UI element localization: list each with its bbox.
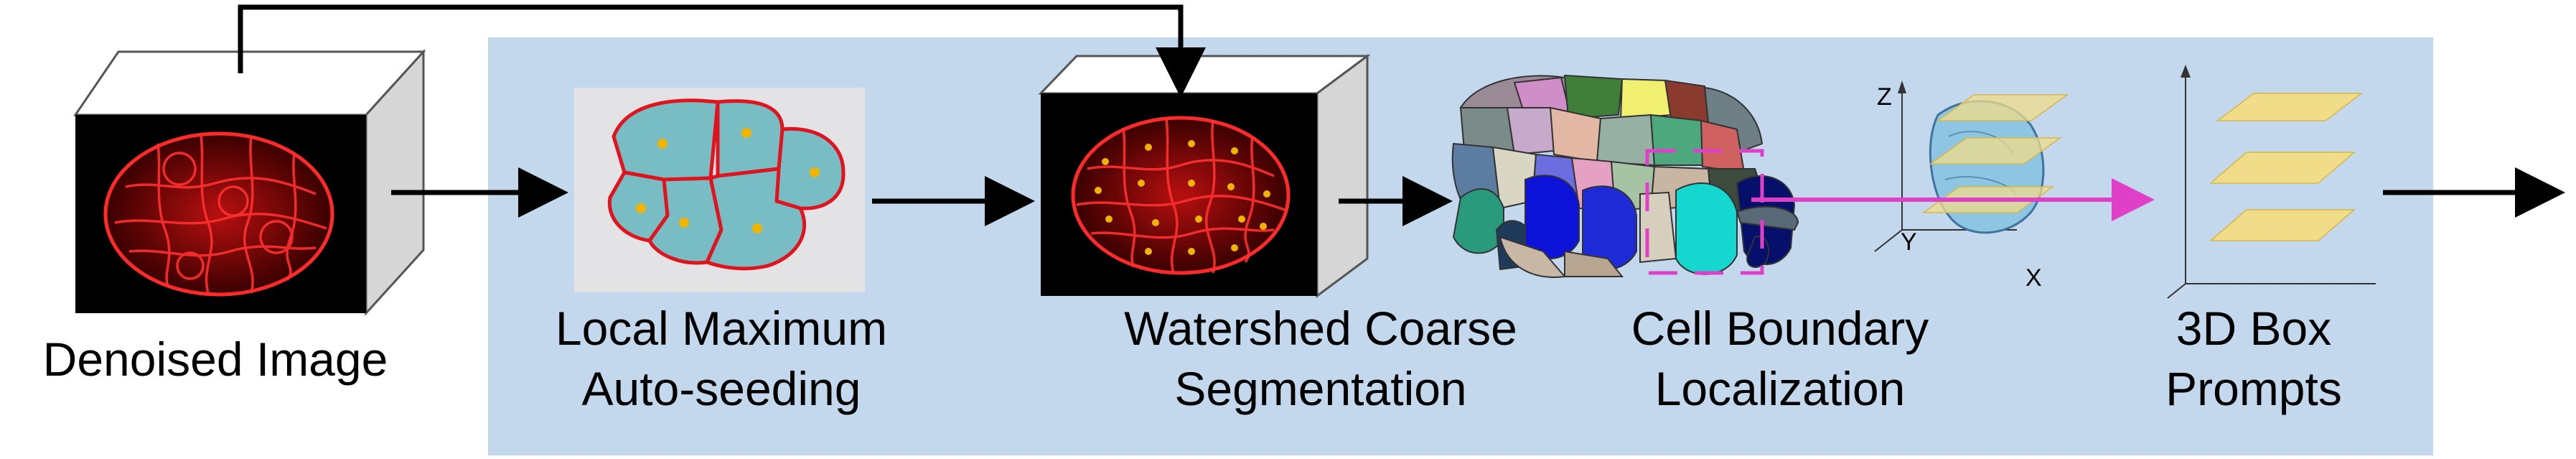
label-watershed: Watershed Coarse Segmentation — [1077, 298, 1565, 419]
seed-points — [636, 128, 820, 233]
denoised-image-cube — [73, 49, 426, 316]
label-boundary-line2: Localization — [1654, 362, 1906, 415]
box-prompts-axes — [2167, 65, 2376, 299]
skip-arrow — [238, 4, 1206, 98]
label-denoised: Denoised Image — [7, 329, 423, 389]
pipeline-arrows — [238, 4, 2565, 226]
label-seeding-line2: Auto-seeding — [581, 362, 861, 415]
label-watershed-line1: Watershed Coarse — [1124, 302, 1517, 355]
watershed-cube — [1038, 54, 1371, 298]
label-seeding-line1: Local Maximum — [555, 302, 888, 355]
axis-z-label: Z — [1877, 83, 1892, 111]
axis-x-label: X — [2025, 264, 2042, 292]
seed-cell-2 — [716, 99, 784, 178]
label-denoised-line1: Denoised Image — [42, 333, 388, 386]
label-seeding: Local Maximum Auto-seeding — [517, 298, 926, 419]
label-prompts-line2: Prompts — [2165, 362, 2342, 415]
label-watershed-line2: Segmentation — [1174, 362, 1467, 415]
label-boundary-line1: Cell Boundary — [1631, 302, 1929, 355]
watershed-embryo-image — [1071, 116, 1291, 275]
label-prompts-line1: 3D Box — [2175, 302, 2332, 355]
seed-cell-3 — [774, 126, 846, 210]
box-prompt-planes — [2209, 93, 2364, 241]
segmentation-render — [1451, 74, 1799, 278]
denoised-embryo-image — [103, 131, 334, 297]
label-boundary: Cell Boundary Localization — [1579, 298, 1981, 419]
seeding-illustration — [574, 88, 865, 292]
boundary-selection-box — [1645, 149, 1764, 275]
label-prompts: 3D Box Prompts — [2125, 298, 2383, 419]
axis-y-label: Y — [1901, 228, 1917, 256]
seed-cell-6 — [705, 167, 807, 271]
